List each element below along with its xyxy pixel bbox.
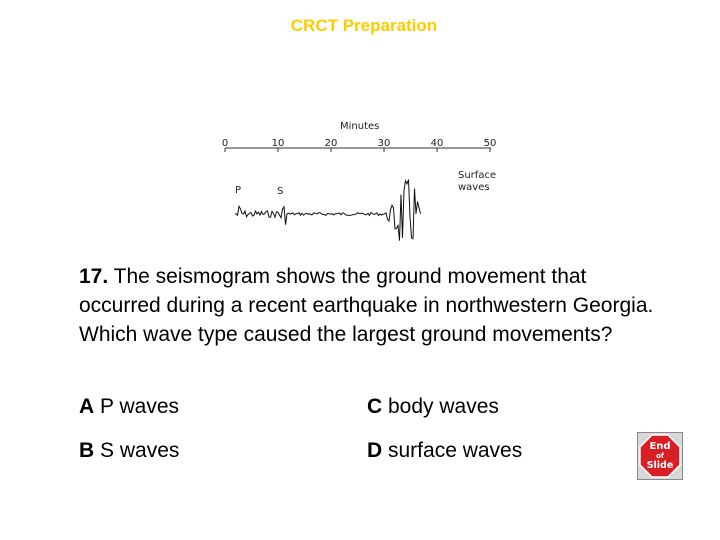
tick-label: 10 xyxy=(272,138,285,149)
seismic-trace xyxy=(234,179,421,241)
answer-option-c[interactable]: C body waves xyxy=(367,395,499,419)
answer-option-b[interactable]: B S waves xyxy=(79,439,179,463)
answer-option-a[interactable]: A P waves xyxy=(79,395,179,419)
of-label: of xyxy=(656,452,665,460)
answer-letter: A xyxy=(79,395,95,418)
end-label: End xyxy=(649,441,670,452)
surface-waves-label-line2: waves xyxy=(458,182,490,193)
p-wave-label: P xyxy=(235,185,241,196)
page-title: CRCT Preparation xyxy=(290,16,438,35)
seismogram-figure: Minutes 0 10 20 30 40 50 P S Surface wav… xyxy=(222,121,497,241)
s-wave-label: S xyxy=(277,186,283,197)
answer-letter: B xyxy=(79,439,95,462)
tick-labels: 0 10 20 30 40 50 xyxy=(222,138,497,149)
stop-sign-icon xyxy=(639,434,681,478)
tick-label: 20 xyxy=(325,138,338,149)
question: 17. The seismogram shows the ground move… xyxy=(79,262,659,349)
tick-label: 40 xyxy=(431,138,444,149)
answer-text: P waves xyxy=(94,395,179,418)
answer-letter: D xyxy=(367,439,383,462)
question-text: The seismogram shows the ground movement… xyxy=(79,265,654,346)
axis-ticks xyxy=(224,148,491,152)
slide-label: Slide xyxy=(647,460,674,471)
axis-title: Minutes xyxy=(340,121,379,132)
end-of-slide-button[interactable]: End of Slide xyxy=(637,432,683,480)
question-number: 17. xyxy=(79,265,109,288)
answer-text: body waves xyxy=(382,395,499,418)
tick-label: 50 xyxy=(484,138,497,149)
answer-text: surface waves xyxy=(382,439,523,462)
tick-label: 0 xyxy=(222,138,228,149)
answer-text: S waves xyxy=(94,439,180,462)
surface-waves-label-line1: Surface xyxy=(458,170,496,181)
tick-label: 30 xyxy=(378,138,391,149)
answer-letter: C xyxy=(367,395,383,418)
answer-option-d[interactable]: D surface waves xyxy=(367,439,522,463)
